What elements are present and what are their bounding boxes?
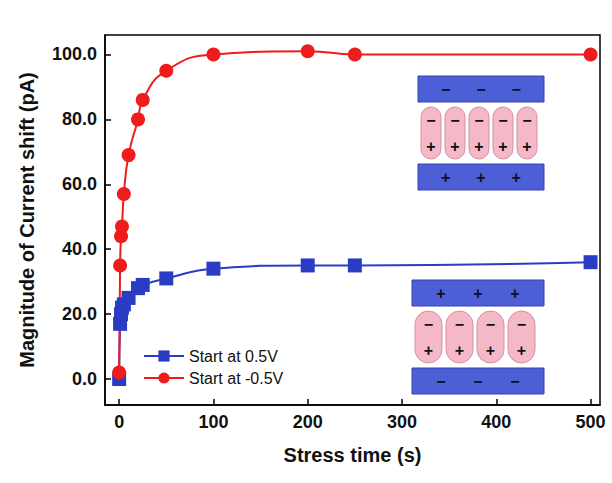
svg-text:200: 200 (293, 412, 323, 432)
svg-text:−: − (476, 81, 485, 98)
svg-text:−: − (510, 373, 519, 390)
svg-text:+: + (436, 285, 445, 302)
svg-text:Stress time (s): Stress time (s) (284, 444, 422, 466)
svg-text:500: 500 (576, 412, 606, 432)
svg-text:+: + (455, 342, 464, 359)
svg-text:80.0: 80.0 (62, 109, 97, 129)
svg-text:−: − (424, 316, 433, 333)
svg-text:+: + (426, 138, 435, 155)
svg-text:0.0: 0.0 (72, 369, 97, 389)
svg-text:−: − (517, 316, 526, 333)
svg-text:−: − (498, 112, 507, 129)
svg-text:+: + (450, 138, 459, 155)
svg-text:20.0: 20.0 (62, 304, 97, 324)
svg-text:+: + (522, 138, 531, 155)
svg-text:−: − (486, 316, 495, 333)
svg-text:100: 100 (198, 412, 228, 432)
svg-text:−: − (436, 373, 445, 390)
svg-text:−: − (441, 81, 450, 98)
svg-text:+: + (474, 138, 483, 155)
svg-text:+: + (476, 169, 485, 186)
svg-text:+: + (512, 169, 521, 186)
svg-text:+: + (424, 342, 433, 359)
svg-text:+: + (498, 138, 507, 155)
svg-text:60.0: 60.0 (62, 174, 97, 194)
svg-text:+: + (510, 285, 519, 302)
svg-text:400: 400 (481, 412, 511, 432)
svg-text:−: − (426, 112, 435, 129)
svg-text:Start at 0.5V: Start at 0.5V (189, 348, 278, 365)
svg-text:Magnitude of Current shift (pA: Magnitude of Current shift (pA) (16, 72, 38, 368)
svg-text:40.0: 40.0 (62, 239, 97, 259)
svg-text:+: + (517, 342, 526, 359)
svg-text:−: − (474, 112, 483, 129)
svg-text:0: 0 (114, 412, 124, 432)
svg-text:−: − (512, 81, 521, 98)
svg-text:100.0: 100.0 (52, 44, 97, 64)
svg-text:−: − (455, 316, 464, 333)
svg-text:−: − (450, 112, 459, 129)
svg-text:Start at -0.5V: Start at -0.5V (189, 370, 284, 387)
svg-text:+: + (473, 285, 482, 302)
svg-text:−: − (473, 373, 482, 390)
svg-text:+: + (486, 342, 495, 359)
svg-text:300: 300 (387, 412, 417, 432)
svg-text:+: + (441, 169, 450, 186)
svg-text:−: − (522, 112, 531, 129)
